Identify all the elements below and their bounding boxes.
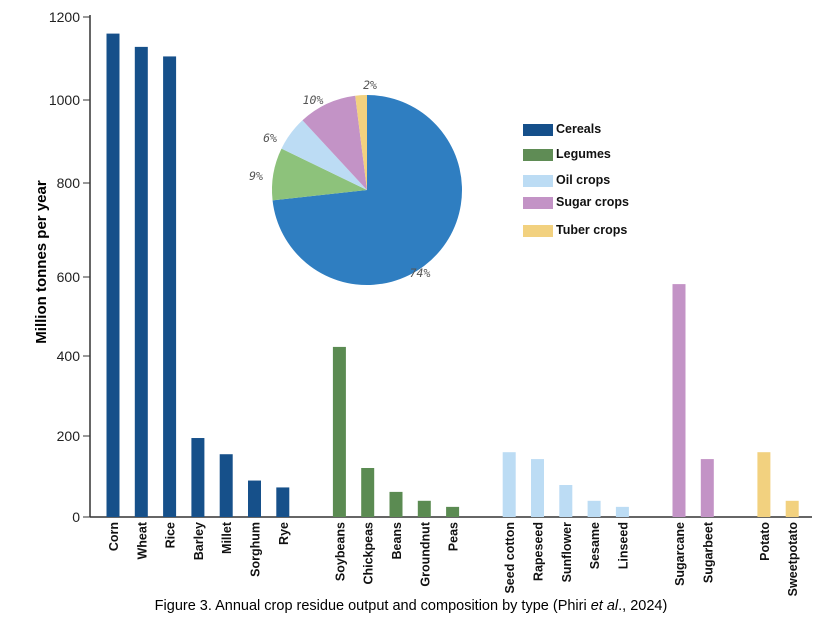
- bar-barley: [191, 438, 205, 517]
- bar-rapeseed: [531, 459, 544, 517]
- bar-peas: [446, 506, 460, 517]
- pie-label: 2%: [363, 78, 377, 92]
- x-tick-label: Barley: [192, 522, 206, 560]
- x-tick-label: Potato: [758, 522, 772, 561]
- legend-label: Sugar crops: [556, 195, 629, 209]
- x-tick-label: Chickpeas: [362, 522, 376, 585]
- x-tick-label: Sweetpotato: [786, 522, 800, 597]
- pie-slice-cereals: [272, 95, 462, 285]
- legend-swatch: [523, 175, 553, 187]
- x-tick-label: Sesame: [588, 522, 602, 569]
- pie-label: 6%: [263, 131, 277, 145]
- x-tick-label: Sunflower: [560, 522, 574, 583]
- x-tick-label: Rye: [277, 522, 291, 545]
- bar-corn: [106, 33, 120, 517]
- x-tick-label: Beans: [390, 522, 404, 560]
- pie-label: 74%: [410, 266, 431, 280]
- bar-seed-cotton: [502, 452, 516, 517]
- pie-slice-sugar-crops: [302, 95, 367, 190]
- bar-rice: [163, 56, 177, 518]
- pie-label: 9%: [249, 169, 263, 183]
- x-tick-label: Wheat: [135, 521, 149, 559]
- legend-swatch: [523, 197, 553, 209]
- legend-swatch: [523, 225, 553, 237]
- pie-slice-tuber-crops: [355, 95, 367, 190]
- bar-soybeans: [332, 346, 346, 517]
- y-tick-label: 800: [57, 175, 81, 191]
- y-tick-label: 600: [57, 269, 81, 285]
- legend-label: Legumes: [556, 147, 611, 161]
- figure-caption: Figure 3. Annual crop residue output and…: [0, 598, 822, 614]
- bar-sugarcane: [672, 284, 686, 517]
- x-tick-label: Seed cotton: [503, 522, 517, 594]
- x-tick-label: Groundnut: [418, 521, 432, 586]
- y-tick-label: 1200: [49, 9, 80, 25]
- bar-millet: [219, 454, 233, 517]
- bar-sugarbeet: [700, 459, 714, 517]
- x-tick-label: Sorghum: [249, 522, 263, 577]
- x-tick-label: Sugarbeet: [701, 521, 715, 583]
- bar-sesame: [587, 500, 601, 517]
- bar-rye: [276, 487, 290, 517]
- legend-label: Cereals: [556, 122, 601, 136]
- x-tick-label: Millet: [220, 521, 234, 554]
- x-tick-label: Rice: [164, 522, 178, 548]
- legend-label: Tuber crops: [556, 223, 627, 237]
- bar-chickpeas: [361, 467, 375, 517]
- bar-groundnut: [417, 500, 431, 517]
- bar-sunflower: [559, 485, 573, 517]
- bar-sorghum: [248, 480, 261, 517]
- y-tick-label: 1000: [49, 92, 80, 108]
- bar-sweetpotato: [785, 500, 799, 517]
- pie-label: 10%: [303, 93, 324, 107]
- y-tick-label: 400: [57, 348, 81, 364]
- caption-text-end: ., 2024): [618, 598, 668, 614]
- caption-text: Figure 3. Annual crop residue output and…: [154, 598, 591, 614]
- bar-potato: [757, 452, 771, 517]
- x-tick-label: Rapeseed: [532, 522, 546, 581]
- y-tick-label: 200: [57, 428, 81, 444]
- bar-linseed: [615, 506, 629, 517]
- bar-beans: [389, 491, 403, 517]
- legend-label: Oil crops: [556, 173, 610, 187]
- legend-swatch: [523, 149, 553, 161]
- x-tick-label: Corn: [107, 522, 121, 551]
- pie-slice-legumes: [272, 148, 367, 201]
- bar-wheat: [134, 46, 148, 517]
- x-tick-label: Soybeans: [333, 522, 347, 581]
- caption-italic: et al: [590, 598, 619, 614]
- y-axis-label: Million tonnes per year: [33, 180, 50, 344]
- pie-slice-oil-crops: [281, 120, 367, 190]
- x-tick-label: Linseed: [616, 522, 630, 569]
- legend-swatch: [523, 124, 553, 136]
- y-tick-label: 0: [72, 509, 80, 525]
- x-tick-label: Peas: [447, 522, 461, 551]
- x-tick-label: Sugarcane: [673, 522, 687, 586]
